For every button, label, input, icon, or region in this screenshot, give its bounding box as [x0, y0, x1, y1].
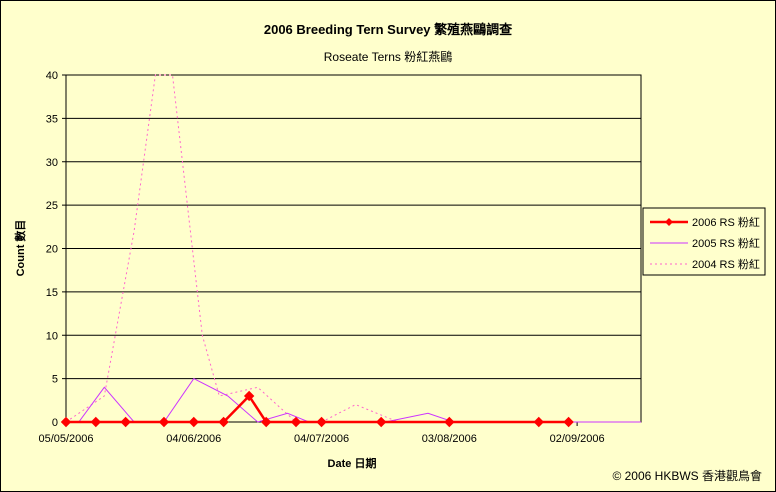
x-tick-label: 03/08/2006	[422, 433, 477, 445]
legend-label: 2006 RS 粉紅	[692, 216, 760, 229]
data-point-marker	[563, 416, 574, 428]
y-tick-label: 25	[46, 200, 58, 212]
y-tick-label: 20	[46, 244, 58, 256]
legend-label: 2005 RS 粉紅	[692, 237, 760, 250]
y-tick-label: 40	[46, 70, 58, 82]
legend-marker	[665, 218, 673, 226]
data-point-marker	[533, 416, 544, 428]
copyright: © 2006 HKBWS 香港觀鳥會	[612, 468, 762, 483]
data-point-marker	[444, 416, 455, 428]
y-tick-label: 10	[46, 330, 58, 342]
data-point-marker	[120, 416, 131, 428]
chart-title: 2006 Breeding Tern Survey 繁殖燕鷗調查	[264, 22, 513, 37]
legend-box	[642, 207, 766, 276]
y-axis-ticks: 0 5 10 15 20 25 30 35 40	[46, 70, 66, 429]
data-point-marker	[260, 416, 272, 428]
legend: 2006 RS 粉紅 2005 RS 粉紅 2004 RS 粉紅	[642, 207, 766, 276]
x-tick-label: 02/09/2006	[550, 433, 605, 445]
legend-label: 2004 RS 粉紅	[692, 258, 760, 271]
x-axis-ticks: 05/05/2006 04/06/2006 04/07/2006 03/08/2006…	[38, 422, 605, 445]
data-point-marker	[243, 390, 255, 402]
gridlines	[66, 117, 641, 380]
y-tick-label: 15	[46, 287, 58, 299]
y-tick-label: 0	[52, 417, 58, 429]
x-tick-label: 04/07/2006	[294, 433, 349, 445]
series-group	[60, 74, 641, 428]
y-tick-label: 35	[46, 113, 58, 125]
chart-subtitle: Roseate Terns 粉紅燕鷗	[324, 49, 453, 64]
series-line	[65, 74, 641, 423]
series-line	[66, 394, 569, 424]
data-point-marker	[375, 416, 387, 428]
data-point-marker	[90, 416, 102, 428]
y-axis-label: Count 數目	[13, 220, 27, 277]
data-point-marker	[218, 416, 229, 428]
data-point-marker	[60, 416, 72, 428]
data-point-marker	[158, 416, 170, 428]
data-point-marker	[188, 416, 199, 428]
series-line	[66, 377, 641, 423]
x-tick-label: 04/06/2006	[166, 433, 221, 445]
data-point-marker	[316, 416, 327, 428]
y-tick-label: 5	[52, 374, 58, 386]
y-tick-label: 30	[46, 157, 58, 169]
x-axis-label: Date 日期	[328, 456, 377, 470]
x-tick-label: 05/05/2006	[38, 433, 93, 445]
data-point-marker	[290, 416, 302, 428]
